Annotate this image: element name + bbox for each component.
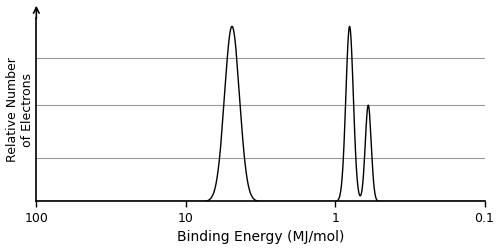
Y-axis label: Relative Number
of Electrons: Relative Number of Electrons — [6, 57, 34, 162]
X-axis label: Binding Energy (MJ/mol): Binding Energy (MJ/mol) — [176, 230, 344, 244]
